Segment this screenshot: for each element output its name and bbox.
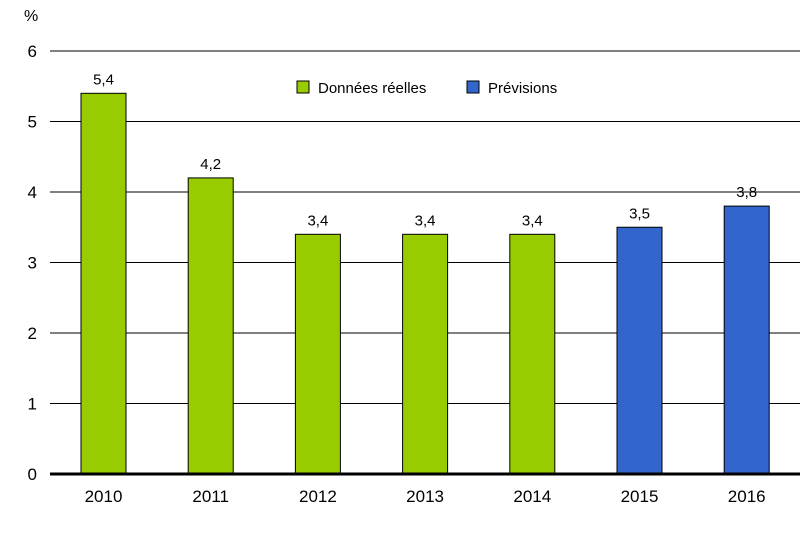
legend-label: Données réelles bbox=[318, 80, 426, 97]
y-tick-label: 4 bbox=[28, 183, 37, 202]
bar-2010 bbox=[80, 92, 127, 475]
legend: Données réelles Prévisions bbox=[296, 80, 557, 97]
legend-swatch bbox=[296, 80, 310, 94]
y-tick-label: 2 bbox=[28, 324, 37, 343]
data-label: 3,4 bbox=[415, 212, 436, 229]
y-tick-label: 6 bbox=[28, 42, 37, 61]
x-tick-label: 2013 bbox=[406, 487, 444, 506]
data-label: 5,4 bbox=[93, 71, 114, 88]
data-label: 3,5 bbox=[629, 205, 650, 222]
data-label: 3,4 bbox=[307, 212, 328, 229]
bar-2015 bbox=[616, 226, 663, 475]
bar-2011 bbox=[187, 177, 234, 475]
y-tick-label: 0 bbox=[28, 465, 37, 484]
data-label: 3,4 bbox=[522, 212, 543, 229]
data-label: 3,8 bbox=[736, 184, 757, 201]
x-tick-label: 2016 bbox=[728, 487, 766, 506]
x-tick-label: 2011 bbox=[192, 487, 229, 506]
y-tick-label: 3 bbox=[28, 254, 37, 273]
y-tick-label: 1 bbox=[28, 395, 37, 414]
legend-label: Prévisions bbox=[488, 80, 557, 97]
bar-2012 bbox=[294, 233, 341, 475]
data-labels: 5,4 4,2 3,4 3,4 3,4 3,5 3,8 bbox=[93, 71, 757, 229]
bars bbox=[80, 92, 770, 475]
x-axis-ticks: 2010 2011 2012 2013 2014 2015 2016 bbox=[50, 472, 800, 506]
bar-2014 bbox=[509, 233, 556, 475]
x-tick-label: 2012 bbox=[299, 487, 337, 506]
y-axis-unit-label: % bbox=[24, 8, 38, 25]
x-tick-label: 2015 bbox=[621, 487, 659, 506]
legend-swatch bbox=[466, 80, 480, 94]
data-label: 4,2 bbox=[200, 156, 221, 173]
bar-2013 bbox=[402, 233, 449, 475]
x-tick-label: 2010 bbox=[85, 487, 123, 506]
bar-2016 bbox=[723, 205, 770, 475]
y-tick-label: 5 bbox=[28, 113, 37, 132]
y-axis-ticks: 0 1 2 3 4 5 6 bbox=[28, 42, 37, 484]
x-tick-label: 2014 bbox=[513, 487, 551, 506]
